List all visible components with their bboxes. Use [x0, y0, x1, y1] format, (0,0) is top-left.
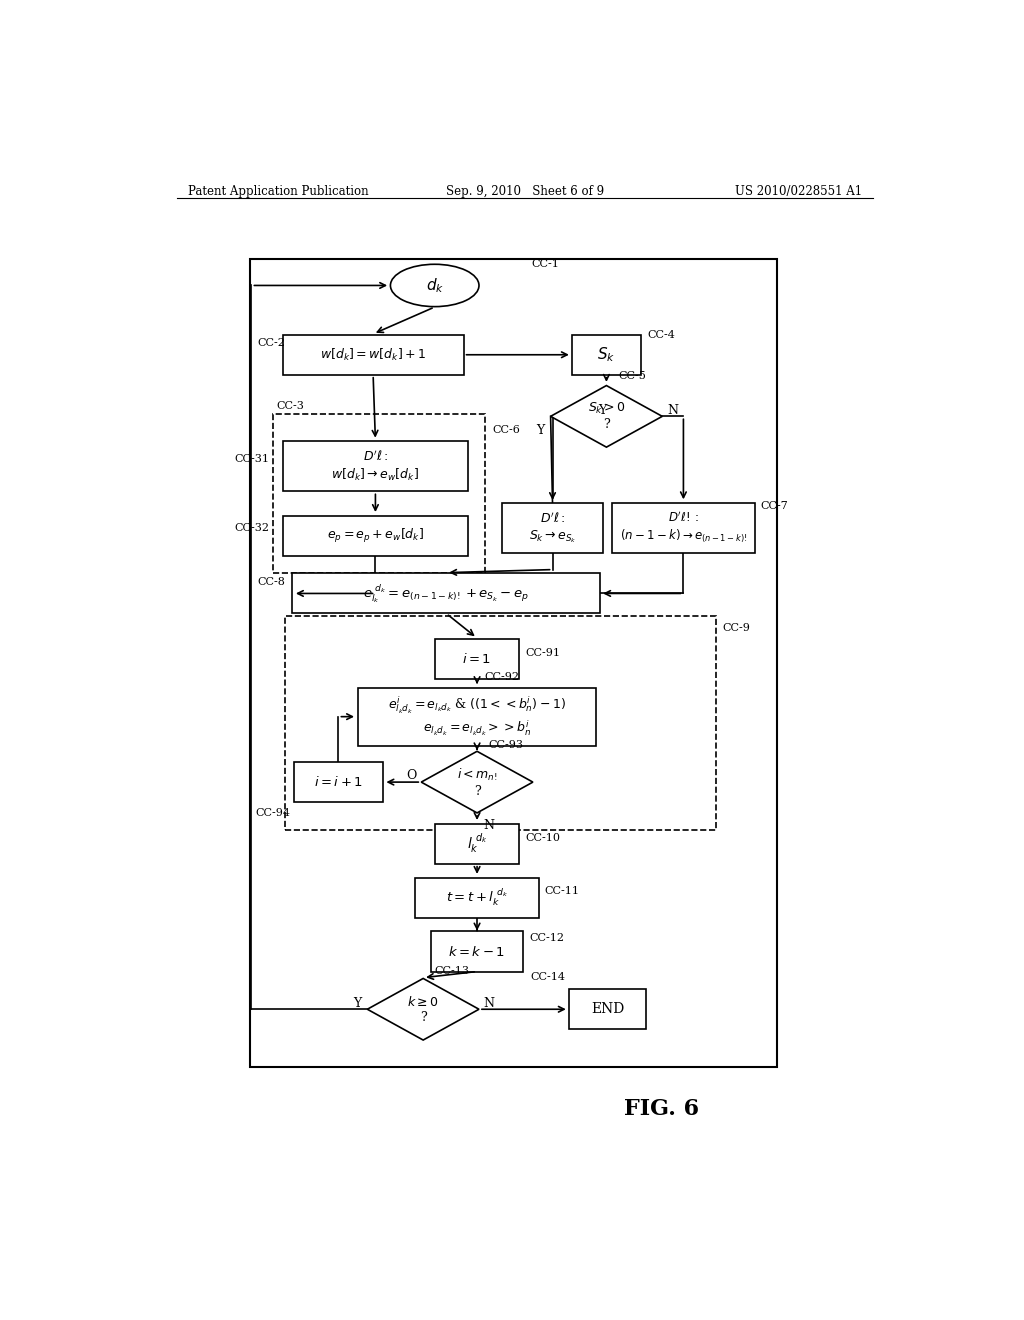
Text: CC-12: CC-12: [529, 933, 564, 942]
Text: Patent Application Publication: Patent Application Publication: [188, 185, 369, 198]
Text: $t = t + l_k^{\ d_k}$: $t = t + l_k^{\ d_k}$: [445, 887, 508, 908]
Text: CC-3: CC-3: [276, 400, 305, 411]
Text: CC-31: CC-31: [234, 454, 269, 463]
Bar: [571, 335, 641, 375]
Text: END: END: [591, 1002, 625, 1016]
Polygon shape: [368, 978, 479, 1040]
Text: Y: Y: [353, 997, 361, 1010]
Text: O: O: [407, 770, 417, 783]
Text: US 2010/0228551 A1: US 2010/0228551 A1: [735, 185, 862, 198]
Bar: [283, 335, 464, 375]
Bar: [431, 932, 523, 972]
Bar: [569, 989, 646, 1030]
Text: CC-6: CC-6: [492, 425, 520, 436]
Text: $D'\ell!:$
$(n-1-k)\rightarrow e_{(n-1-k)!}$: $D'\ell!:$ $(n-1-k)\rightarrow e_{(n-1-k…: [620, 511, 748, 545]
Text: $i = 1$: $i = 1$: [463, 652, 492, 665]
Polygon shape: [551, 385, 663, 447]
Text: CC-13: CC-13: [435, 966, 470, 975]
Text: CC-92: CC-92: [484, 672, 520, 681]
Text: $S_k$: $S_k$: [597, 346, 615, 364]
Text: CC-93: CC-93: [488, 741, 523, 750]
Bar: [612, 503, 755, 553]
Text: $k \geq 0$
?: $k \geq 0$ ?: [408, 995, 439, 1024]
Text: CC-11: CC-11: [545, 887, 580, 896]
Text: $e_{l_k}^{\ d_k} = e_{(n-1-k)!} + e_{S_k} - e_p$: $e_{l_k}^{\ d_k} = e_{(n-1-k)!} + e_{S_k…: [364, 582, 529, 605]
Text: $l_k^{\ d_k}$: $l_k^{\ d_k}$: [467, 832, 487, 855]
Bar: [435, 639, 519, 678]
Text: $e_p = e_p + e_w[d_k]$: $e_p = e_p + e_w[d_k]$: [327, 527, 424, 545]
Bar: [294, 762, 383, 803]
Bar: [250, 259, 777, 1067]
Bar: [435, 824, 519, 863]
Text: $k = k-1$: $k = k-1$: [449, 945, 506, 958]
Text: CC-10: CC-10: [525, 833, 560, 842]
Text: N: N: [483, 818, 495, 832]
Text: $w[d_k] = w[d_k]+1$: $w[d_k] = w[d_k]+1$: [321, 347, 426, 363]
Ellipse shape: [390, 264, 479, 306]
Bar: [503, 503, 602, 553]
Text: $e^i_{l_k d_k} = e_{l_k d_k}$ & $((1{<}{<}b^i_n)-1)$
$e_{l_k d_k} = e_{l_k d_k} : $e^i_{l_k d_k} = e_{l_k d_k}$ & $((1{<}{…: [388, 696, 566, 738]
Polygon shape: [421, 751, 532, 813]
Bar: [292, 573, 600, 614]
Text: CC-2: CC-2: [258, 338, 286, 348]
Text: CC-94: CC-94: [255, 808, 291, 818]
Text: N: N: [667, 404, 678, 417]
Text: CC-8: CC-8: [258, 577, 286, 587]
Text: $S_k > 0$
?: $S_k > 0$ ?: [588, 401, 626, 432]
Text: Y: Y: [537, 424, 545, 437]
Bar: [416, 878, 539, 917]
Bar: [285, 615, 716, 830]
Text: CC-1: CC-1: [531, 259, 559, 269]
Text: $d_k$: $d_k$: [426, 276, 443, 294]
Text: CC-5: CC-5: [617, 371, 646, 381]
Bar: [283, 516, 468, 556]
Text: CC-7: CC-7: [761, 502, 788, 511]
Text: Y: Y: [598, 404, 606, 417]
Text: $i = i+1$: $i = i+1$: [314, 775, 364, 789]
Text: $i < m_{n!}$
?: $i < m_{n!}$ ?: [457, 767, 498, 797]
Text: CC-32: CC-32: [234, 523, 269, 533]
Text: CC-91: CC-91: [525, 648, 560, 657]
Text: CC-14: CC-14: [530, 972, 565, 982]
Text: CC-9: CC-9: [722, 623, 750, 634]
Text: $D'\ell:$
$S_k\rightarrow e_{S_k}$: $D'\ell:$ $S_k\rightarrow e_{S_k}$: [528, 511, 577, 545]
Text: N: N: [483, 997, 495, 1010]
Text: FIG. 6: FIG. 6: [625, 1098, 699, 1121]
Text: Sep. 9, 2010   Sheet 6 of 9: Sep. 9, 2010 Sheet 6 of 9: [445, 185, 604, 198]
Bar: [283, 441, 468, 491]
Text: $D'\ell:$
$w[d_k]\rightarrow e_w[d_k]$: $D'\ell:$ $w[d_k]\rightarrow e_w[d_k]$: [332, 450, 420, 483]
Text: CC-4: CC-4: [647, 330, 675, 341]
Bar: [273, 414, 484, 573]
Bar: [357, 688, 596, 746]
